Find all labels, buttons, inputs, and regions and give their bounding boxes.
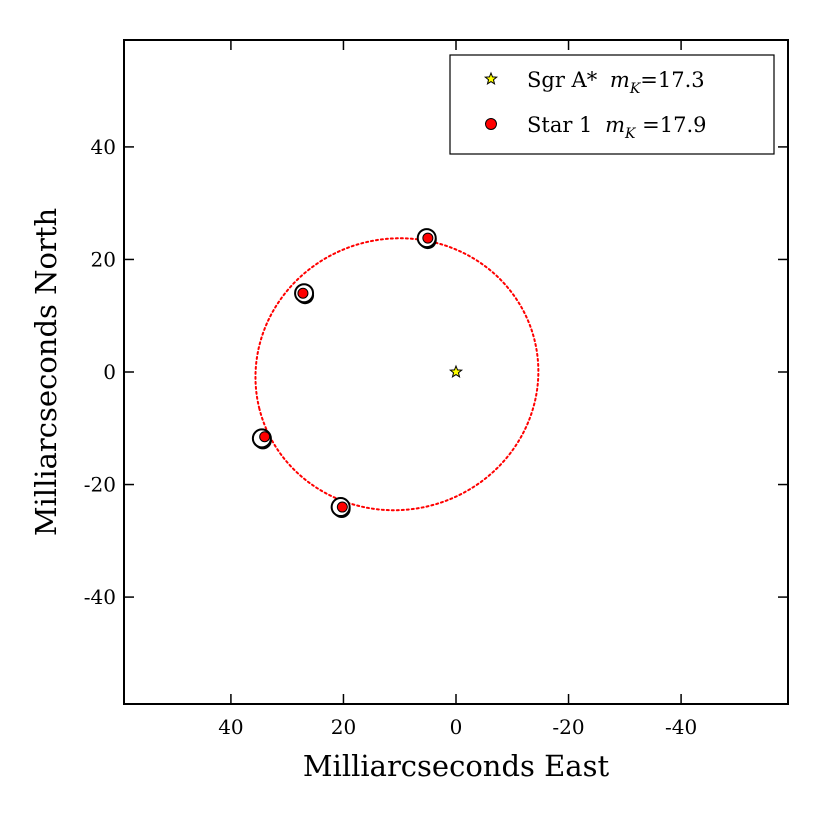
x-tick-label: 40 bbox=[218, 715, 243, 739]
legend-label-sgr-a: Sgr A* bbox=[527, 68, 598, 92]
model-point bbox=[259, 431, 271, 443]
legend-box bbox=[449, 54, 775, 155]
legend-entry-sgr-a: Sgr A* mK=17.3 bbox=[483, 68, 705, 97]
x-tick-label: -20 bbox=[552, 715, 584, 739]
model-point bbox=[336, 501, 348, 513]
x-tick-label: 20 bbox=[331, 715, 356, 739]
star-icon-shape bbox=[483, 71, 499, 85]
y-tick-label: 40 bbox=[91, 135, 116, 159]
y-tick-label: 20 bbox=[91, 247, 116, 271]
y-axis-label: Milliarcseconds North bbox=[29, 208, 63, 536]
svg-text:Sgr A* mK=17.3: Sgr A* mK=17.3 bbox=[527, 68, 705, 97]
legend-mag-subscript-star-1: K bbox=[624, 126, 637, 142]
legend-mag-value-sgr-a: =17.3 bbox=[640, 68, 704, 92]
legend-mag-symbol-star-1: m bbox=[605, 113, 625, 137]
model-point bbox=[422, 232, 434, 244]
sgr-a-star-point bbox=[448, 364, 464, 378]
star-icon bbox=[483, 71, 499, 85]
legend: Sgr A* mK=17.3 Star 1 mK =17.9 bbox=[449, 54, 775, 155]
x-axis-label: Milliarcseconds East bbox=[303, 749, 610, 783]
legend-label-star-1: Star 1 bbox=[527, 113, 592, 137]
y-tick-label: -40 bbox=[84, 585, 116, 609]
legend-mag-symbol-sgr-a: m bbox=[610, 68, 630, 92]
x-tick-label: 0 bbox=[450, 715, 463, 739]
red-dot-icon bbox=[485, 118, 497, 130]
x-tick-label: -40 bbox=[665, 715, 697, 739]
orbit-line bbox=[254, 237, 540, 512]
legend-mag-value-star-1: =17.9 bbox=[636, 113, 707, 137]
orbit-ellipse-layer bbox=[254, 237, 540, 512]
data-points-layer bbox=[251, 228, 464, 519]
axis-ticks-layer: 40 20 0 -20 -40 40 20 0 -20 -40 bbox=[84, 40, 788, 739]
svg-text:Star 1 mK =17.9: Star 1 mK =17.9 bbox=[527, 113, 707, 142]
legend-mag-subscript-sgr-a: K bbox=[629, 81, 642, 97]
model-point bbox=[297, 287, 309, 299]
y-tick-label: -20 bbox=[84, 473, 116, 497]
y-tick-label: 0 bbox=[103, 360, 116, 384]
legend-entry-star-1: Star 1 mK =17.9 bbox=[485, 113, 707, 142]
